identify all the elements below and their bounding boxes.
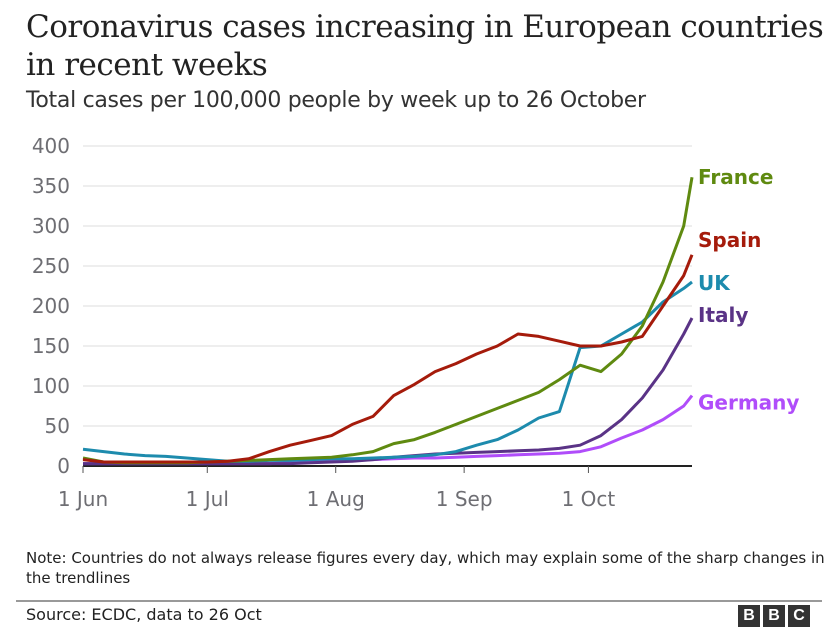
bbc-logo-letter: B [738, 605, 760, 627]
bbc-logo-letter: B [763, 605, 785, 627]
bbc-logo: B B C [738, 605, 810, 627]
y-tick-label: 350 [32, 174, 70, 198]
series-label-spain: Spain [698, 228, 761, 252]
y-tick-label: 250 [32, 254, 70, 278]
series-labels: France Spain UK Italy Germany [698, 165, 799, 414]
y-tick-label: 0 [57, 454, 70, 478]
series-line-germany [83, 394, 694, 466]
x-axis: 1 Jun 1 Jul 1 Aug 1 Sep 1 Oct [58, 465, 692, 511]
series-label-italy: Italy [698, 303, 748, 327]
series-lines [82, 176, 694, 466]
source-text: Source: ECDC, data to 26 Oct [26, 605, 262, 624]
chart-subtitle: Total cases per 100,000 people by week u… [26, 88, 646, 113]
gridlines [83, 145, 692, 427]
footer-divider [16, 600, 822, 602]
bbc-logo-letter: C [788, 605, 810, 627]
series-label-france: France [698, 165, 773, 189]
series-line-france [82, 176, 694, 465]
y-tick-label: 300 [32, 214, 70, 238]
y-tick-label: 400 [32, 134, 70, 158]
y-axis-ticks: 0 50 100 150 200 250 300 350 400 [32, 134, 70, 478]
x-tick-label: 1 Aug [307, 487, 365, 511]
x-tick-label: 1 Jun [58, 487, 108, 511]
y-tick-label: 100 [32, 374, 70, 398]
y-tick-label: 200 [32, 294, 70, 318]
chart-title: Coronavirus cases increasing in European… [26, 9, 824, 83]
x-tick-label: 1 Oct [562, 487, 616, 511]
series-label-uk: UK [698, 271, 731, 295]
x-tick-label: 1 Sep [436, 487, 493, 511]
y-tick-label: 150 [32, 334, 70, 358]
series-line-italy [83, 317, 694, 466]
series-line-spain [82, 254, 694, 464]
line-chart: 0 50 100 150 200 250 300 350 400 1 Jun 1 Jul 1 Aug… [32, 134, 800, 511]
series-label-germany: Germany [698, 391, 799, 415]
y-tick-label: 50 [45, 414, 70, 438]
x-tick-label: 1 Jul [186, 487, 229, 511]
chart-note: Note: Countries do not always release fi… [26, 549, 825, 587]
